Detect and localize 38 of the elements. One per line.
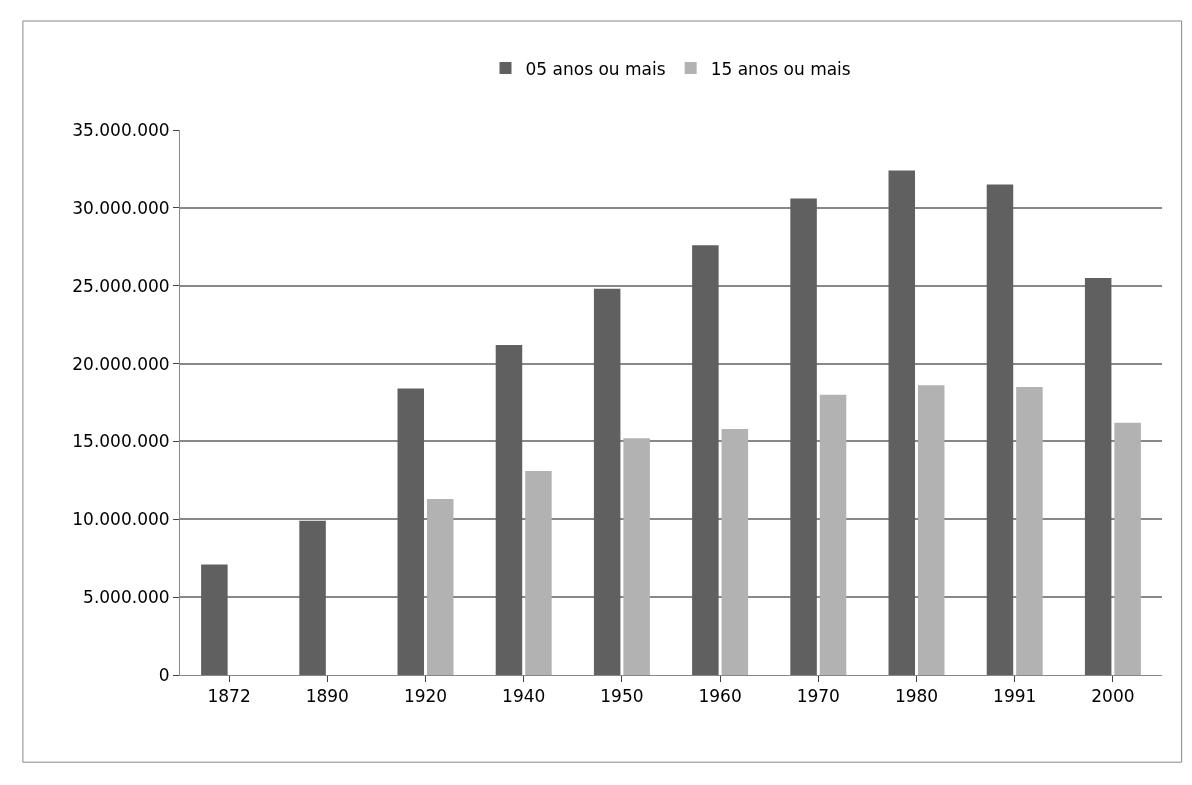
x-tick-label: 1991 bbox=[993, 686, 1037, 707]
y-tick-label: 15.000.000 bbox=[72, 431, 170, 452]
y-tick-label: 0 bbox=[158, 664, 170, 685]
legend-label: 15 anos ou mais bbox=[710, 58, 851, 79]
bar bbox=[1114, 422, 1141, 675]
x-tick-label: 1980 bbox=[894, 686, 939, 707]
x-tick-label: 1950 bbox=[600, 686, 644, 707]
bar bbox=[1084, 277, 1112, 675]
bar bbox=[917, 385, 945, 675]
y-tick-label: 35.000.000 bbox=[72, 119, 170, 140]
x-tick-label: 2000 bbox=[1091, 686, 1135, 707]
y-tick-label: 5.000.000 bbox=[83, 587, 170, 608]
x-tick-label: 1872 bbox=[207, 686, 251, 707]
bar bbox=[525, 471, 552, 675]
y-tick-label: 10.000.000 bbox=[72, 509, 170, 530]
x-tick-label: 1960 bbox=[698, 686, 742, 707]
y-tick-label: 20.000.000 bbox=[72, 353, 170, 374]
y-tick-label: 25.000.000 bbox=[72, 275, 170, 296]
bar bbox=[790, 198, 817, 675]
bar bbox=[397, 388, 425, 675]
legend-label: 05 anos ou mais bbox=[525, 58, 666, 79]
x-tick-label: 1940 bbox=[502, 686, 546, 707]
bar bbox=[593, 288, 621, 675]
bar bbox=[819, 394, 847, 675]
bar bbox=[888, 170, 916, 675]
x-tick-label: 1920 bbox=[403, 686, 448, 707]
bar bbox=[299, 520, 326, 675]
bar bbox=[1016, 386, 1043, 675]
bar bbox=[495, 344, 523, 675]
bar bbox=[201, 564, 228, 675]
bar bbox=[986, 184, 1014, 675]
x-tick-label: 1890 bbox=[305, 686, 349, 707]
x-tick-label: 1970 bbox=[796, 686, 840, 707]
bar bbox=[426, 499, 454, 675]
bar bbox=[692, 245, 719, 675]
bar bbox=[721, 428, 749, 675]
y-tick-label: 30.000.000 bbox=[72, 197, 170, 218]
bar bbox=[623, 438, 650, 675]
